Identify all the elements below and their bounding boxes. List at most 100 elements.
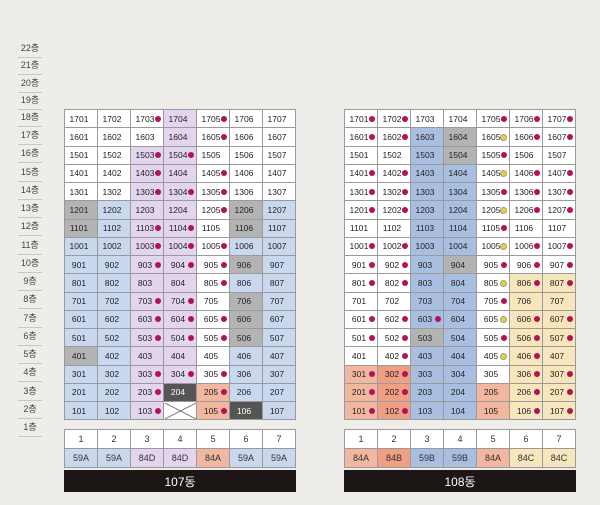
unit-cell[interactable]: 706 xyxy=(230,292,263,311)
unit-cell[interactable]: 1104 xyxy=(444,219,477,238)
unit-cell[interactable]: 1003 xyxy=(131,237,164,256)
unit-cell[interactable]: 1301 xyxy=(345,183,378,202)
unit-cell[interactable]: 1704 xyxy=(444,110,477,129)
unit-cell[interactable]: 1207 xyxy=(263,201,296,220)
unit-cell[interactable]: 304 xyxy=(444,365,477,384)
unit-cell[interactable]: 407 xyxy=(543,347,576,366)
unit-cell[interactable]: 201 xyxy=(345,383,378,402)
unit-cell[interactable]: 1605 xyxy=(197,128,230,147)
unit-cell[interactable]: 1704 xyxy=(164,110,197,129)
unit-cell[interactable]: 1606 xyxy=(230,128,263,147)
unit-cell[interactable]: 303 xyxy=(131,365,164,384)
unit-cell[interactable]: 901 xyxy=(65,256,98,275)
unit-cell[interactable]: 1602 xyxy=(98,128,131,147)
unit-cell[interactable]: 504 xyxy=(164,329,197,348)
unit-cell[interactable]: 105 xyxy=(197,402,230,421)
unit-cell[interactable]: 1101 xyxy=(345,219,378,238)
unit-cell[interactable]: 707 xyxy=(543,292,576,311)
unit-cell[interactable]: 601 xyxy=(345,310,378,329)
unit-cell[interactable]: 1106 xyxy=(510,219,543,238)
unit-cell[interactable]: 1606 xyxy=(510,128,543,147)
unit-cell[interactable]: 907 xyxy=(263,256,296,275)
unit-cell[interactable]: 1205 xyxy=(197,201,230,220)
unit-cell[interactable]: 1403 xyxy=(131,164,164,183)
unit-cell[interactable]: 802 xyxy=(98,274,131,293)
unit-cell[interactable]: 403 xyxy=(411,347,444,366)
unit-cell[interactable]: 304 xyxy=(164,365,197,384)
unit-cell[interactable]: 1507 xyxy=(543,146,576,165)
unit-cell[interactable]: 705 xyxy=(197,292,230,311)
unit-cell[interactable]: 903 xyxy=(411,256,444,275)
unit-cell[interactable]: 307 xyxy=(543,365,576,384)
unit-cell[interactable]: 1102 xyxy=(378,219,411,238)
unit-cell[interactable]: 1105 xyxy=(197,219,230,238)
unit-cell[interactable]: 503 xyxy=(131,329,164,348)
unit-cell[interactable]: 401 xyxy=(65,347,98,366)
unit-cell[interactable]: 201 xyxy=(65,383,98,402)
unit-cell[interactable]: 101 xyxy=(65,402,98,421)
unit-cell[interactable]: 505 xyxy=(197,329,230,348)
unit-cell[interactable]: 501 xyxy=(345,329,378,348)
unit-cell[interactable]: 102 xyxy=(98,402,131,421)
unit-cell[interactable]: 1003 xyxy=(411,237,444,256)
unit-cell[interactable]: 806 xyxy=(230,274,263,293)
unit-cell[interactable]: 1005 xyxy=(197,237,230,256)
unit-cell[interactable]: 205 xyxy=(197,383,230,402)
unit-cell[interactable]: 1601 xyxy=(345,128,378,147)
unit-cell[interactable]: 1607 xyxy=(543,128,576,147)
unit-cell[interactable]: 1201 xyxy=(345,201,378,220)
unit-cell[interactable]: 406 xyxy=(230,347,263,366)
unit-cell[interactable]: 307 xyxy=(263,365,296,384)
unit-cell[interactable]: 907 xyxy=(543,256,576,275)
unit-cell[interactable]: 103 xyxy=(411,402,444,421)
unit-cell[interactable]: 106 xyxy=(230,402,263,421)
unit-cell[interactable]: 604 xyxy=(444,310,477,329)
unit-cell[interactable]: 1204 xyxy=(164,201,197,220)
unit-cell[interactable]: 507 xyxy=(263,329,296,348)
unit-cell[interactable]: 904 xyxy=(444,256,477,275)
unit-cell[interactable]: 1107 xyxy=(263,219,296,238)
unit-cell[interactable]: 606 xyxy=(510,310,543,329)
unit-cell[interactable]: 1502 xyxy=(98,146,131,165)
unit-cell[interactable]: 1605 xyxy=(477,128,510,147)
unit-cell[interactable]: 1503 xyxy=(131,146,164,165)
unit-cell[interactable]: 607 xyxy=(263,310,296,329)
unit-cell[interactable]: 801 xyxy=(345,274,378,293)
unit-cell[interactable]: 803 xyxy=(131,274,164,293)
unit-cell[interactable]: 801 xyxy=(65,274,98,293)
unit-cell[interactable]: 1307 xyxy=(263,183,296,202)
unit-cell[interactable]: 502 xyxy=(378,329,411,348)
unit-cell[interactable]: 301 xyxy=(345,365,378,384)
unit-cell[interactable]: 1002 xyxy=(378,237,411,256)
unit-cell[interactable]: 302 xyxy=(98,365,131,384)
unit-cell[interactable]: 1004 xyxy=(164,237,197,256)
unit-cell[interactable]: 204 xyxy=(444,383,477,402)
unit-cell[interactable]: 1707 xyxy=(263,110,296,129)
unit-cell[interactable]: 1106 xyxy=(230,219,263,238)
unit-cell[interactable]: 1705 xyxy=(197,110,230,129)
unit-cell[interactable]: 1707 xyxy=(543,110,576,129)
unit-cell[interactable]: 1404 xyxy=(444,164,477,183)
unit-cell[interactable]: 703 xyxy=(411,292,444,311)
unit-cell[interactable]: 1202 xyxy=(378,201,411,220)
unit-cell[interactable]: 404 xyxy=(444,347,477,366)
unit-cell[interactable]: 902 xyxy=(98,256,131,275)
unit-cell[interactable]: 804 xyxy=(164,274,197,293)
unit-cell[interactable]: 301 xyxy=(65,365,98,384)
unit-cell[interactable]: 1402 xyxy=(98,164,131,183)
unit-cell[interactable]: 1301 xyxy=(65,183,98,202)
unit-cell[interactable]: 106 xyxy=(510,402,543,421)
unit-cell[interactable]: 602 xyxy=(98,310,131,329)
unit-cell[interactable]: 1404 xyxy=(164,164,197,183)
unit-cell[interactable]: 1602 xyxy=(378,128,411,147)
unit-cell[interactable]: 1702 xyxy=(378,110,411,129)
unit-cell[interactable]: 1501 xyxy=(345,146,378,165)
unit-cell[interactable]: 1401 xyxy=(345,164,378,183)
unit-cell[interactable]: 1407 xyxy=(543,164,576,183)
unit-cell[interactable]: 1703 xyxy=(411,110,444,129)
unit-cell[interactable]: 603 xyxy=(131,310,164,329)
unit-cell[interactable]: 802 xyxy=(378,274,411,293)
unit-cell[interactable]: 107 xyxy=(543,402,576,421)
unit-cell[interactable]: 903 xyxy=(131,256,164,275)
unit-cell[interactable]: 1405 xyxy=(477,164,510,183)
